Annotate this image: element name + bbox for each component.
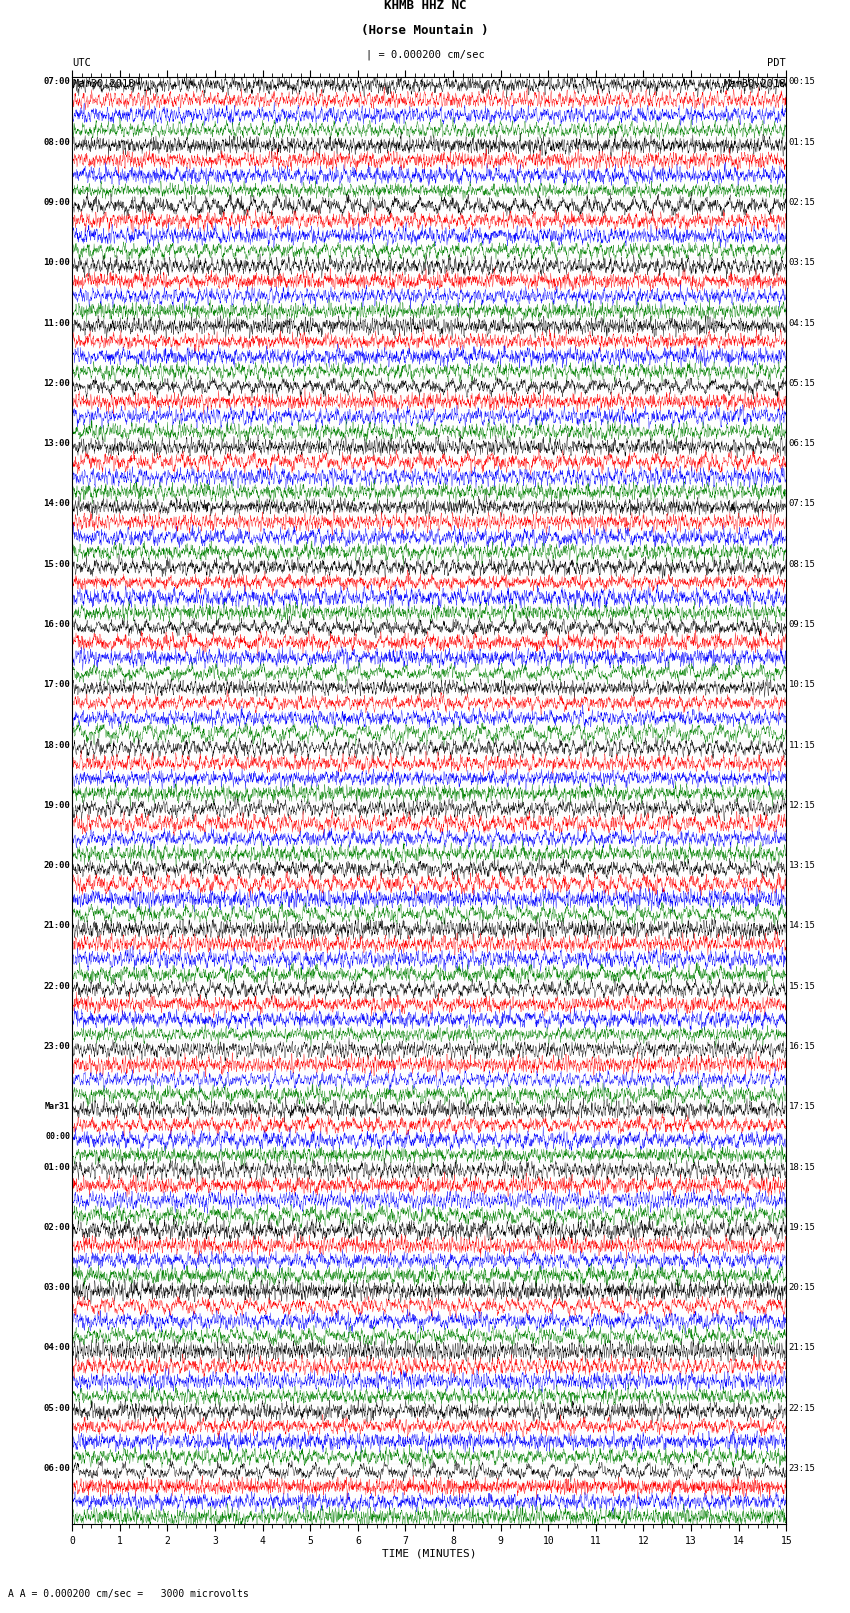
Text: 20:00: 20:00 [43, 861, 70, 869]
Text: 12:00: 12:00 [43, 379, 70, 387]
Text: 09:15: 09:15 [789, 619, 815, 629]
Text: 00:15: 00:15 [789, 77, 815, 87]
Text: 16:00: 16:00 [43, 619, 70, 629]
Text: 18:00: 18:00 [43, 740, 70, 750]
Text: 06:15: 06:15 [789, 439, 815, 448]
Text: 22:00: 22:00 [43, 982, 70, 990]
Text: 05:15: 05:15 [789, 379, 815, 387]
Text: 14:00: 14:00 [43, 500, 70, 508]
Text: 07:00: 07:00 [43, 77, 70, 87]
Text: 11:15: 11:15 [789, 740, 815, 750]
Text: 17:15: 17:15 [789, 1102, 815, 1111]
Text: UTC: UTC [72, 58, 91, 68]
Text: 02:15: 02:15 [789, 198, 815, 206]
Text: 23:15: 23:15 [789, 1465, 815, 1473]
Text: 16:15: 16:15 [789, 1042, 815, 1052]
Text: 20:15: 20:15 [789, 1284, 815, 1292]
Text: PDT: PDT [768, 58, 786, 68]
Text: 13:00: 13:00 [43, 439, 70, 448]
Text: KHMB HHZ NC: KHMB HHZ NC [383, 0, 467, 11]
Text: 02:00: 02:00 [43, 1223, 70, 1232]
Text: 17:00: 17:00 [43, 681, 70, 689]
Text: 18:15: 18:15 [789, 1163, 815, 1171]
Text: 10:00: 10:00 [43, 258, 70, 268]
X-axis label: TIME (MINUTES): TIME (MINUTES) [382, 1548, 477, 1558]
Text: 00:00: 00:00 [45, 1132, 70, 1142]
Text: A A = 0.000200 cm/sec =   3000 microvolts: A A = 0.000200 cm/sec = 3000 microvolts [8, 1589, 249, 1598]
Text: 04:15: 04:15 [789, 319, 815, 327]
Text: 01:00: 01:00 [43, 1163, 70, 1171]
Text: 01:15: 01:15 [789, 137, 815, 147]
Text: 05:00: 05:00 [43, 1403, 70, 1413]
Text: Mar31: Mar31 [45, 1102, 70, 1111]
Text: 15:00: 15:00 [43, 560, 70, 569]
Text: 23:00: 23:00 [43, 1042, 70, 1052]
Text: 12:15: 12:15 [789, 800, 815, 810]
Text: 07:15: 07:15 [789, 500, 815, 508]
Text: Mar30,2018: Mar30,2018 [723, 79, 786, 89]
Text: 08:15: 08:15 [789, 560, 815, 569]
Text: Mar30,2018: Mar30,2018 [72, 79, 135, 89]
Text: 10:15: 10:15 [789, 681, 815, 689]
Text: 19:15: 19:15 [789, 1223, 815, 1232]
Text: 21:00: 21:00 [43, 921, 70, 931]
Text: 04:00: 04:00 [43, 1344, 70, 1352]
Text: (Horse Mountain ): (Horse Mountain ) [361, 24, 489, 37]
Text: 03:15: 03:15 [789, 258, 815, 268]
Text: 15:15: 15:15 [789, 982, 815, 990]
Text: | = 0.000200 cm/sec: | = 0.000200 cm/sec [366, 50, 484, 60]
Text: 11:00: 11:00 [43, 319, 70, 327]
Text: 13:15: 13:15 [789, 861, 815, 869]
Text: 06:00: 06:00 [43, 1465, 70, 1473]
Text: 21:15: 21:15 [789, 1344, 815, 1352]
Text: 19:00: 19:00 [43, 800, 70, 810]
Text: 09:00: 09:00 [43, 198, 70, 206]
Text: 03:00: 03:00 [43, 1284, 70, 1292]
Text: 14:15: 14:15 [789, 921, 815, 931]
Text: 08:00: 08:00 [43, 137, 70, 147]
Text: 22:15: 22:15 [789, 1403, 815, 1413]
